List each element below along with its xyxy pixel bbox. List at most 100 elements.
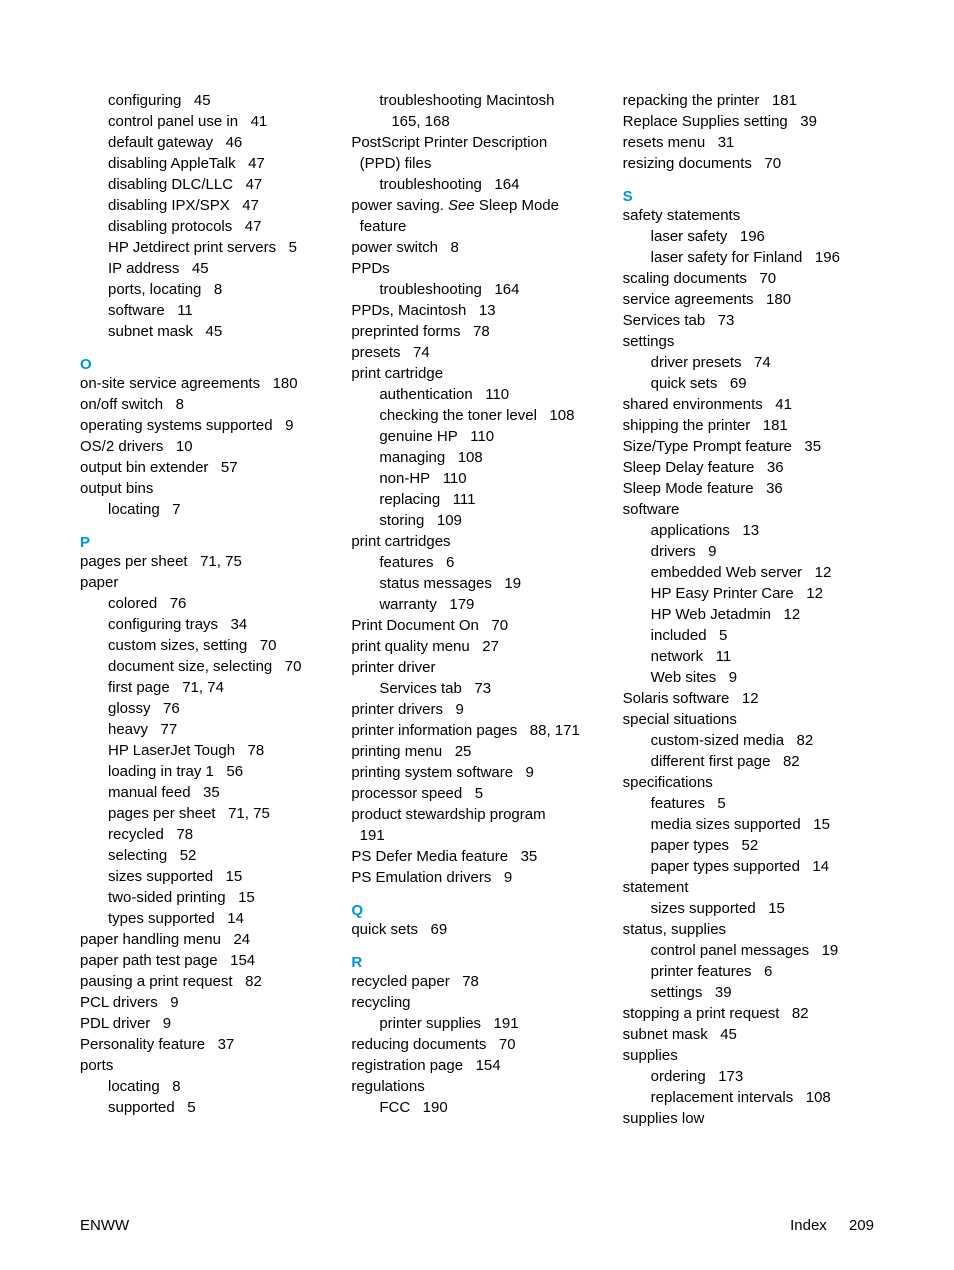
column-1: configuring 45control panel use in 41def… xyxy=(80,90,331,1129)
index-entry: pages per sheet 71, 75 xyxy=(80,803,331,824)
index-entry: network 11 xyxy=(623,646,874,667)
index-entry: regulations xyxy=(351,1076,602,1097)
index-entry: drivers 9 xyxy=(623,541,874,562)
index-entry: quick sets 69 xyxy=(623,373,874,394)
index-entry: supplies low xyxy=(623,1108,874,1129)
index-entry: stopping a print request 82 xyxy=(623,1003,874,1024)
index-entry: disabling protocols 47 xyxy=(80,216,331,237)
index-entry: specifications xyxy=(623,772,874,793)
index-entry: FCC 190 xyxy=(351,1097,602,1118)
index-entry: scaling documents 70 xyxy=(623,268,874,289)
index-entry: OS/2 drivers 10 xyxy=(80,436,331,457)
index-entry: printer supplies 191 xyxy=(351,1013,602,1034)
index-entry: HP Web Jetadmin 12 xyxy=(623,604,874,625)
index-entry: print cartridge xyxy=(351,363,602,384)
index-entry: paper types 52 xyxy=(623,835,874,856)
index-entry: printing system software 9 xyxy=(351,762,602,783)
index-entry: Print Document On 70 xyxy=(351,615,602,636)
index-entry: features 5 xyxy=(623,793,874,814)
index-entry: software xyxy=(623,499,874,520)
index-entry: PS Defer Media feature 35 xyxy=(351,846,602,867)
index-entry: sizes supported 15 xyxy=(80,866,331,887)
footer-right: Index 209 xyxy=(790,1217,874,1234)
index-entry: features 6 xyxy=(351,552,602,573)
index-entry: locating 7 xyxy=(80,499,331,520)
index-entry: disabling IPX/SPX 47 xyxy=(80,195,331,216)
index-entry: troubleshooting Macintosh xyxy=(351,90,602,111)
index-entry: custom-sized media 82 xyxy=(623,730,874,751)
index-entry: pages per sheet 71, 75 xyxy=(80,551,331,572)
index-entry: recycled paper 78 xyxy=(351,971,602,992)
index-entry: configuring trays 34 xyxy=(80,614,331,635)
index-entry: printing menu 25 xyxy=(351,741,602,762)
index-entry: disabling DLC/LLC 47 xyxy=(80,174,331,195)
footer-page: 209 xyxy=(849,1217,874,1234)
index-entry: default gateway 46 xyxy=(80,132,331,153)
index-entry: resets menu 31 xyxy=(623,132,874,153)
index-entry: managing 108 xyxy=(351,447,602,468)
index-entry: settings 39 xyxy=(623,982,874,1003)
index-entry: settings xyxy=(623,331,874,352)
index-entry: registration page 154 xyxy=(351,1055,602,1076)
column-3: repacking the printer 181Replace Supplie… xyxy=(623,90,874,1129)
index-entry: ordering 173 xyxy=(623,1066,874,1087)
index-entry: feature xyxy=(351,216,602,237)
section-letter: R xyxy=(351,954,602,971)
index-entry: 165, 168 xyxy=(351,111,602,132)
index-entry: paper xyxy=(80,572,331,593)
index-entry: paper handling menu 24 xyxy=(80,929,331,950)
index-entry: Services tab 73 xyxy=(351,678,602,699)
index-entry: two-sided printing 15 xyxy=(80,887,331,908)
index-entry: troubleshooting 164 xyxy=(351,174,602,195)
index-entry: manual feed 35 xyxy=(80,782,331,803)
index-entry: Replace Supplies setting 39 xyxy=(623,111,874,132)
index-entry: paper types supported 14 xyxy=(623,856,874,877)
index-entry: Size/Type Prompt feature 35 xyxy=(623,436,874,457)
index-entry: PS Emulation drivers 9 xyxy=(351,867,602,888)
index-entry: processor speed 5 xyxy=(351,783,602,804)
index-entry: on/off switch 8 xyxy=(80,394,331,415)
index-entry: laser safety 196 xyxy=(623,226,874,247)
index-entry: Personality feature 37 xyxy=(80,1034,331,1055)
index-entry: first page 71, 74 xyxy=(80,677,331,698)
index-columns: configuring 45control panel use in 41def… xyxy=(80,90,874,1129)
index-entry: reducing documents 70 xyxy=(351,1034,602,1055)
index-entry: special situations xyxy=(623,709,874,730)
page-footer: ENWW Index 209 xyxy=(80,1217,874,1234)
index-entry: warranty 179 xyxy=(351,594,602,615)
index-entry: Sleep Delay feature 36 xyxy=(623,457,874,478)
index-entry: PCL drivers 9 xyxy=(80,992,331,1013)
index-entry: custom sizes, setting 70 xyxy=(80,635,331,656)
index-entry: heavy 77 xyxy=(80,719,331,740)
index-entry: presets 74 xyxy=(351,342,602,363)
index-entry: control panel messages 19 xyxy=(623,940,874,961)
index-entry: printer information pages 88, 171 xyxy=(351,720,602,741)
section-letter: O xyxy=(80,356,331,373)
index-entry: statement xyxy=(623,877,874,898)
index-entry: colored 76 xyxy=(80,593,331,614)
section-letter: P xyxy=(80,534,331,551)
index-entry: recycling xyxy=(351,992,602,1013)
index-entry: on-site service agreements 180 xyxy=(80,373,331,394)
index-entry: PPDs, Macintosh 13 xyxy=(351,300,602,321)
index-entry: (PPD) files xyxy=(351,153,602,174)
index-entry: output bins xyxy=(80,478,331,499)
index-entry: shared environments 41 xyxy=(623,394,874,415)
index-entry: software 11 xyxy=(80,300,331,321)
index-entry: power saving. See Sleep Mode xyxy=(351,195,602,216)
index-entry: printer driver xyxy=(351,657,602,678)
index-entry: sizes supported 15 xyxy=(623,898,874,919)
index-entry: disabling AppleTalk 47 xyxy=(80,153,331,174)
index-entry: PostScript Printer Description xyxy=(351,132,602,153)
index-entry: service agreements 180 xyxy=(623,289,874,310)
index-entry: print cartridges xyxy=(351,531,602,552)
index-entry: configuring 45 xyxy=(80,90,331,111)
index-entry: different first page 82 xyxy=(623,751,874,772)
index-entry: pausing a print request 82 xyxy=(80,971,331,992)
index-entry: locating 8 xyxy=(80,1076,331,1097)
index-entry: print quality menu 27 xyxy=(351,636,602,657)
index-entry: applications 13 xyxy=(623,520,874,541)
index-entry: embedded Web server 12 xyxy=(623,562,874,583)
section-letter: Q xyxy=(351,902,602,919)
index-entry: output bin extender 57 xyxy=(80,457,331,478)
